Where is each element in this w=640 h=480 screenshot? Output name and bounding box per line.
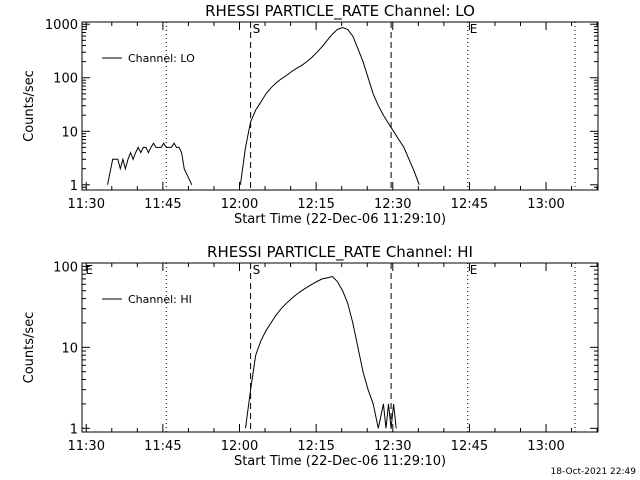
x-tick-label: 12:15: [297, 439, 334, 454]
interval-marker-label: S: [253, 263, 261, 277]
x-tick-label: 13:00: [527, 197, 564, 212]
x-tick-label: 13:00: [527, 439, 564, 454]
plot-frame: [81, 21, 599, 191]
x-tick-label: 12:00: [221, 197, 258, 212]
interval-marker-label: S: [253, 22, 261, 36]
y-tick-label: 1: [70, 422, 78, 437]
y-axis-title: Counts/sec: [22, 312, 37, 384]
chart-title: RHESSI PARTICLE_RATE Channel: LO: [205, 2, 475, 21]
y-tick-label: 100: [53, 72, 78, 87]
y-tick-label: 100: [53, 260, 78, 275]
y-axis-title: Counts/sec: [22, 70, 37, 142]
x-tick-label: 12:30: [374, 439, 411, 454]
y-tick-label: 10: [61, 341, 78, 356]
series-line-1: [245, 275, 397, 429]
plot-frame: [81, 262, 599, 433]
interval-marker-label: E: [470, 22, 478, 36]
x-tick-label: 11:30: [68, 197, 105, 212]
legend-label: Channel: HI: [128, 293, 192, 306]
interval-marker-label: E: [470, 263, 478, 277]
x-tick-label: 12:30: [374, 197, 411, 212]
x-tick-label: 12:45: [451, 439, 488, 454]
chart-title: RHESSI PARTICLE_RATE Channel: HI: [207, 243, 473, 262]
x-tick-label: 12:00: [221, 439, 258, 454]
x-tick-label: 12:45: [451, 197, 488, 212]
y-tick-label: 1000: [45, 18, 78, 33]
legend-label: Channel: LO: [128, 52, 195, 65]
series-line-1: [107, 142, 193, 186]
plot-timestamp: 18-Oct-2021 22:49: [551, 467, 637, 477]
y-tick-label: 1: [70, 179, 78, 194]
x-tick-label: 11:30: [68, 439, 105, 454]
y-tick-label: 10: [61, 125, 78, 140]
chart-hi-channel: RHESSI PARTICLE_RATE Channel: HIE S EChann…: [22, 243, 599, 469]
interval-marker-label: E: [86, 263, 94, 277]
x-tick-label: 12:15: [297, 197, 334, 212]
chart-lo-channel: RHESSI PARTICLE_RATE Channel: LOS E Channe…: [22, 2, 599, 227]
x-axis-title: Start Time (22-Dec-06 11:29:10): [234, 212, 446, 227]
series-line-2: [239, 26, 420, 185]
x-axis-title: Start Time (22-Dec-06 11:29:10): [234, 454, 446, 469]
x-tick-label: 11:45: [144, 439, 181, 454]
x-tick-label: 11:45: [144, 197, 181, 212]
